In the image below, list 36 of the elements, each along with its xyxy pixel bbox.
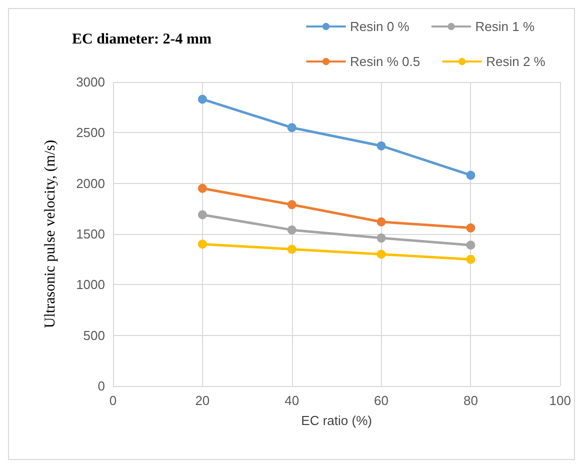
point xyxy=(376,217,386,226)
point xyxy=(466,254,476,264)
point xyxy=(287,244,296,254)
x-tick-label: 100 xyxy=(549,393,572,408)
legend-label: Resin 0 % xyxy=(350,19,410,34)
point xyxy=(198,210,207,220)
chart-title: EC diameter: 2-4 mm xyxy=(72,32,212,48)
point xyxy=(466,240,476,250)
point xyxy=(466,223,476,232)
x-tick-label: 0 xyxy=(109,393,117,408)
legend-label: Resin 2 % xyxy=(486,54,546,69)
point xyxy=(198,94,207,104)
y-tick-label: 0 xyxy=(98,378,105,394)
y-tick-label: 2000 xyxy=(76,176,105,191)
point xyxy=(287,225,296,234)
x-axis-title: EC ratio (%) xyxy=(301,413,372,428)
legend-label: Resin 1 % xyxy=(475,19,535,34)
y-tick-label: 3000 xyxy=(76,74,105,90)
point xyxy=(376,234,386,243)
y-tick-label: 1000 xyxy=(76,277,105,292)
point xyxy=(198,184,207,193)
y-tick-label: 1500 xyxy=(76,226,105,242)
x-tick-label: 60 xyxy=(374,393,389,408)
x-tick-label: 40 xyxy=(284,393,300,408)
point xyxy=(466,170,476,180)
y-axis-title: Ultrasonic pulse velocity, (m/s) xyxy=(42,140,58,328)
y-tick-label: 500 xyxy=(83,328,105,343)
point xyxy=(376,141,386,150)
legend-label: Resin % 0.5 xyxy=(350,54,420,69)
point xyxy=(198,240,207,249)
point xyxy=(287,123,296,132)
point xyxy=(287,200,296,210)
y-tick-label: 2500 xyxy=(76,125,105,140)
x-tick-label: 20 xyxy=(195,393,210,408)
x-tick-label: 80 xyxy=(463,393,478,408)
point xyxy=(376,250,386,259)
